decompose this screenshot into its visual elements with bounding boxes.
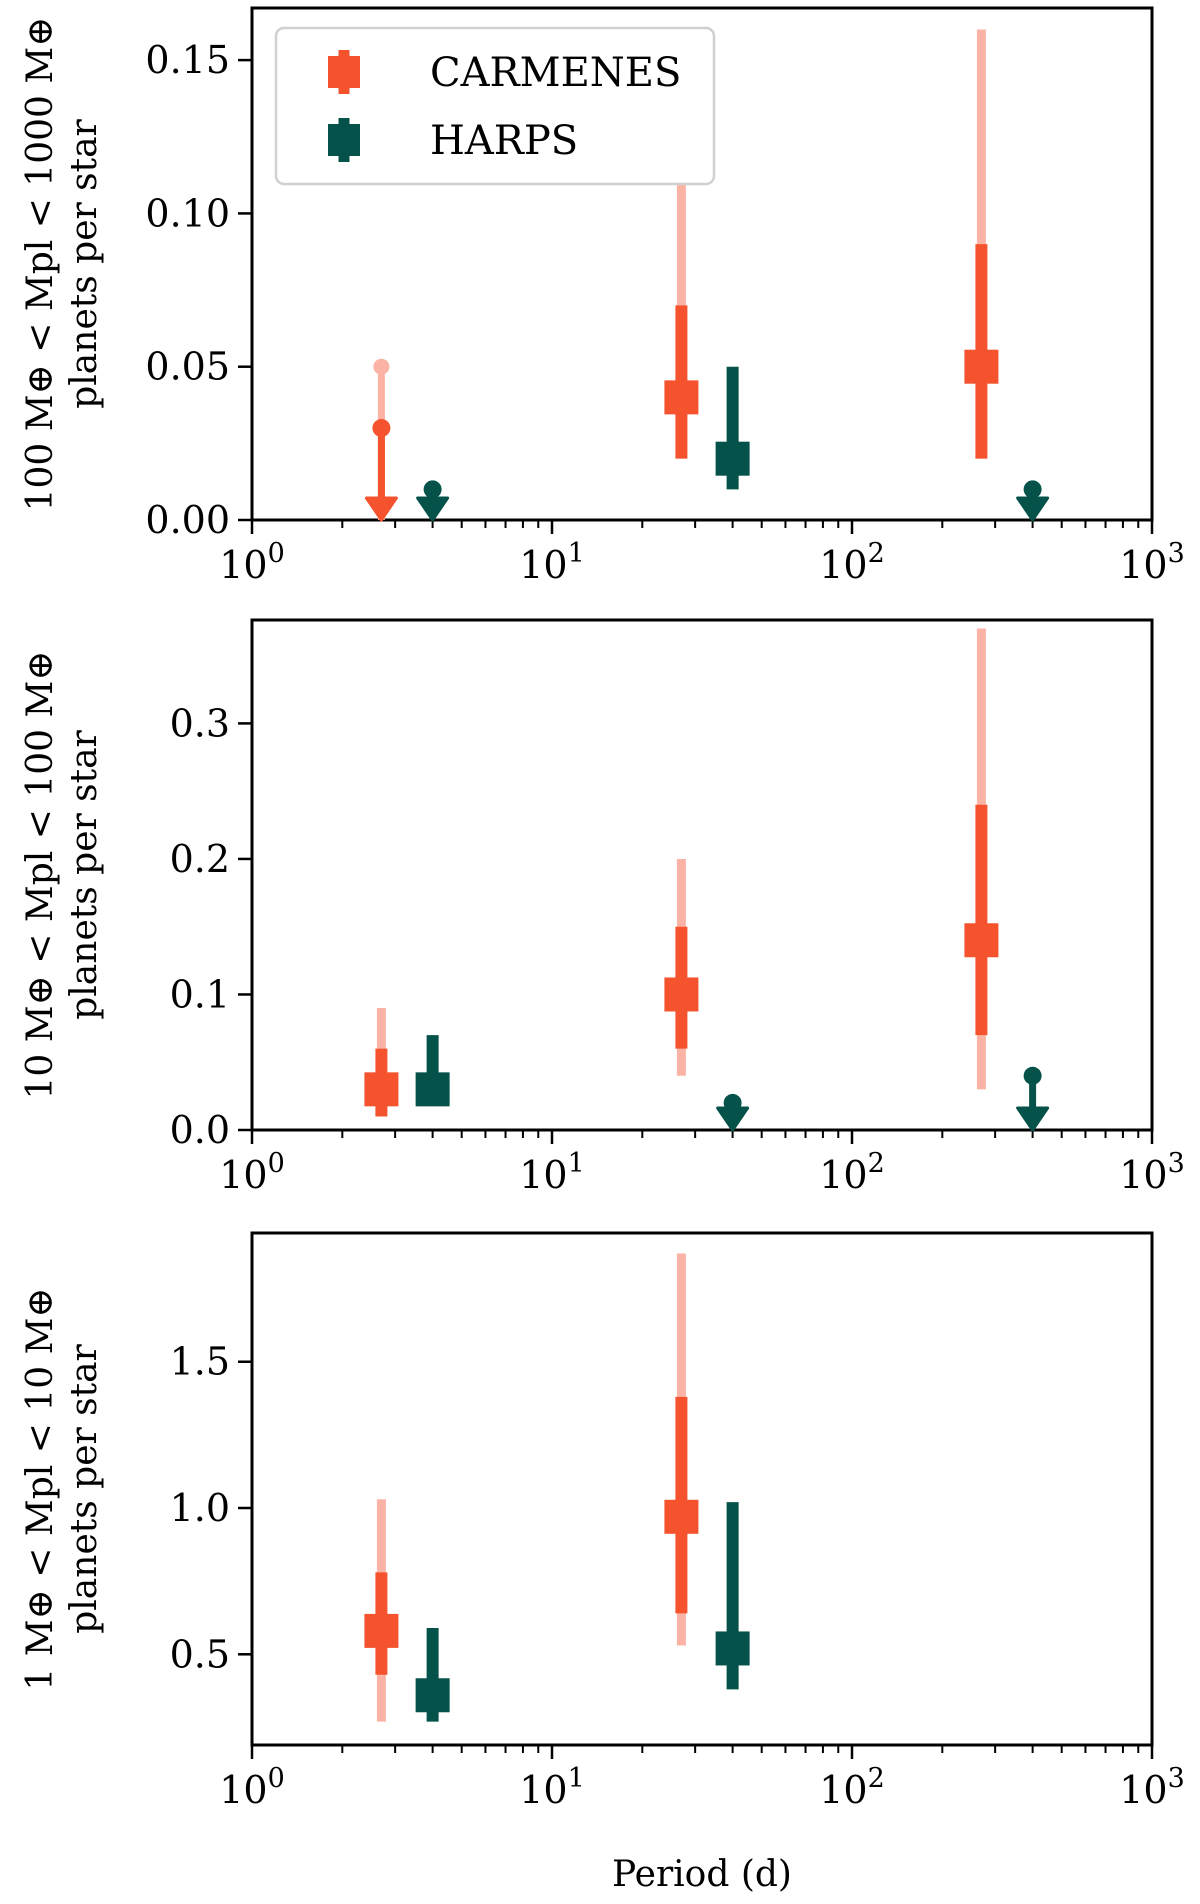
- panel-1-harps-upper-limit-arrow: [1016, 496, 1050, 522]
- legend-carmenes-label: CARMENES: [430, 50, 681, 96]
- panel-2-x-tick-label: 101: [519, 1148, 585, 1197]
- panel-2-plot-frame: [250, 618, 1154, 1132]
- panel-1-harps-upper-limit-cap: [423, 480, 442, 499]
- legend-harps-label: HARPS: [430, 118, 578, 164]
- panel-1-x-tick-label: 103: [1119, 538, 1185, 587]
- panel-1-y-tick-label: 0.00: [145, 498, 230, 542]
- panel-2: 100 101 102 103 0.0 0.1 0.2 0.3 10 M⊕ < Mpl < 10…: [20, 618, 1185, 1197]
- panel-3-x-tick-label: 102: [819, 1763, 885, 1812]
- panel-2-y-tick-label: 0.0: [170, 1108, 230, 1152]
- panel-2-harps-upper-limit-arrow: [716, 1106, 750, 1132]
- panel-2-carmenes-marker: [664, 977, 699, 1012]
- panel-1-x-tick-label: 100: [219, 538, 285, 587]
- panel-3-plot-frame: [250, 1231, 1154, 1747]
- panel-1-harps-marker: [715, 441, 750, 476]
- panel-3-x-tick-label: 100: [219, 1763, 285, 1812]
- panel-1-y-tick-label: 0.10: [145, 191, 230, 235]
- panel-2-x-tick-label: 102: [819, 1148, 885, 1197]
- panel-1-harps-upper-limit-cap: [1023, 480, 1042, 499]
- panel-1-y-tick-label: 0.05: [145, 345, 230, 389]
- panel-1-y-axis-label-line1: 100 M⊕ < Mpl < 1000 M⊕: [20, 17, 61, 512]
- panel-3-harps-marker: [715, 1631, 750, 1666]
- panel-2-carmenes-marker: [364, 1072, 399, 1107]
- legend-box: [274, 26, 716, 186]
- panel-3-y-axis-label-line1: 1 M⊕ < Mpl < 10 M⊕: [20, 1287, 61, 1690]
- panel-3-y-tick-label: 1.0: [170, 1486, 230, 1530]
- legend-harps-swatch-marker: [328, 124, 360, 156]
- panel-1: 100 101 102 103 0.00 0.05 0.10 0.15 100 M⊕ < Mpl…: [20, 6, 1185, 587]
- panel-3-harps-marker: [415, 1678, 450, 1713]
- x-axis-label: Period (d): [612, 1854, 792, 1895]
- panel-1-carmenes-upper-limit-cap: [372, 419, 391, 438]
- panel-1-plot-frame: [250, 6, 1154, 522]
- panel-2-carmenes-marker: [964, 923, 999, 958]
- panel-3-y-tick-label: 0.5: [170, 1632, 230, 1676]
- panel-1-carmenes-marker: [664, 380, 699, 415]
- panel-3: 100 101 102 103 0.5 1.0 1.5 1 M⊕ < Mpl < 10 M⊕ p…: [20, 1231, 1185, 1812]
- panel-1-carmenes-upper-limit-arrow: [364, 496, 398, 522]
- panel-1-x-tick-label: 101: [519, 538, 585, 587]
- panel-1-y-axis-label-line2: planets per star: [64, 118, 105, 408]
- panel-2-harps-upper-limit-arrow: [1016, 1106, 1050, 1132]
- panel-2-y-axis-label-line2: planets per star: [64, 729, 105, 1019]
- panel-2-y-tick-label: 0.3: [170, 701, 230, 745]
- panel-3-carmenes-marker: [364, 1613, 399, 1648]
- panel-1-y-tick-label: 0.15: [145, 38, 230, 82]
- panel-3-x-tick-label: 101: [519, 1763, 585, 1812]
- panel-3-y-tick-label: 1.5: [170, 1340, 230, 1384]
- panel-2-x-tick-label: 100: [219, 1148, 285, 1197]
- panels: 100 101 102 103 0.00 0.05 0.10 0.15 100 M⊕ < Mpl…: [20, 6, 1185, 1812]
- panel-2-y-tick-label: 0.1: [170, 972, 230, 1016]
- legend: CARMENES HARPS: [274, 26, 716, 186]
- legend-carmenes-swatch-marker: [328, 56, 360, 88]
- panel-2-harps-upper-limit-cap: [1023, 1066, 1042, 1085]
- panel-1-harps-upper-limit-arrow: [416, 496, 450, 522]
- panel-1-x-tick-label: 102: [819, 538, 885, 587]
- panel-1-carmenes-marker: [964, 349, 999, 384]
- panel-3-y-axis-label-line2: planets per star: [64, 1343, 105, 1633]
- panel-3-carmenes-marker: [664, 1499, 699, 1534]
- panel-2-y-axis-label-line1: 10 M⊕ < Mpl < 100 M⊕: [20, 651, 61, 1100]
- panel-1-carmenes-upper-limit-2sigma-cap: [373, 358, 390, 375]
- panel-2-x-tick-label: 103: [1119, 1148, 1185, 1197]
- panel-2-harps-marker: [415, 1072, 450, 1107]
- panel-2-y-tick-label: 0.2: [170, 837, 230, 881]
- panel-3-x-tick-label: 103: [1119, 1763, 1185, 1812]
